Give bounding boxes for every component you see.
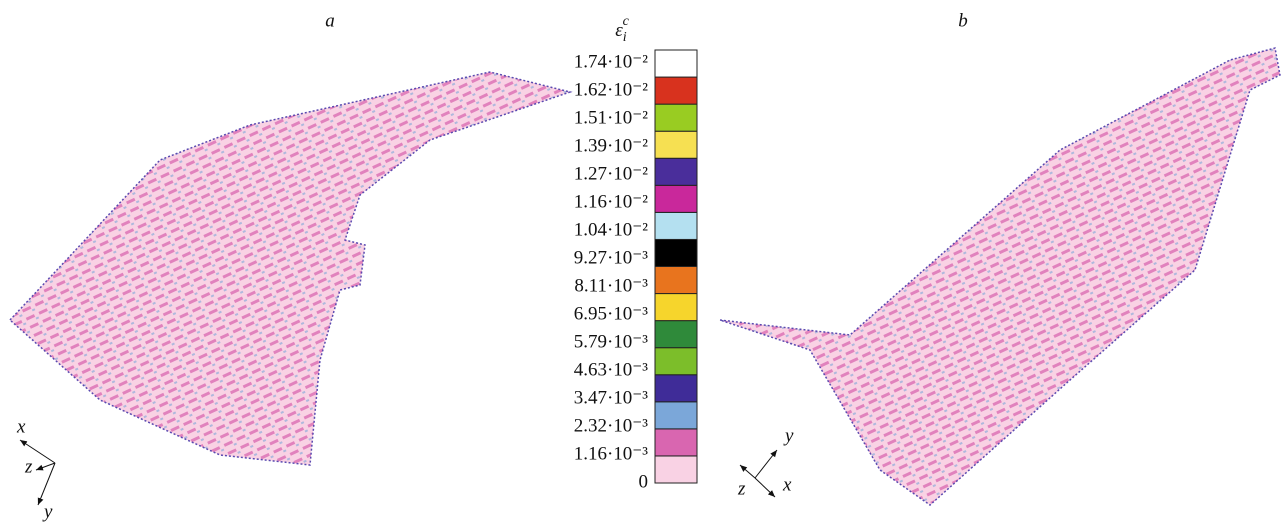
color-box	[654, 184, 698, 213]
color-box	[654, 266, 698, 295]
colorbar-title: εic	[615, 14, 629, 45]
level-label: 9.27·10⁻³	[574, 247, 649, 268]
level-label: 4.63·10⁻³	[574, 359, 649, 380]
color-box	[654, 293, 698, 322]
level-label: 8.11·10⁻³	[574, 275, 648, 296]
color-box	[654, 157, 698, 186]
subscript: i	[623, 30, 627, 45]
triad-b: y z x	[737, 425, 794, 499]
level-label: 6.95·10⁻³	[574, 303, 649, 324]
level-label: 1.39·10⁻²	[574, 135, 649, 156]
axis-label: x	[16, 416, 26, 437]
axis-label: z	[737, 478, 746, 499]
color-box	[654, 238, 698, 267]
level-label: 1.27·10⁻²	[574, 163, 649, 184]
color-box	[654, 320, 698, 349]
level-label: 1.74·10⁻²	[574, 51, 649, 72]
superscript: c	[623, 14, 630, 29]
level-label: 1.16·10⁻²	[574, 191, 649, 212]
triad-a: x z y	[16, 416, 56, 522]
color-box	[654, 211, 698, 240]
axis-label: y	[42, 501, 53, 522]
axis-label: x	[782, 474, 792, 495]
color-box	[654, 103, 698, 132]
wing-a	[8, 71, 573, 466]
color-box	[654, 428, 698, 457]
level-label: 1.04·10⁻²	[574, 219, 649, 240]
color-box	[654, 401, 698, 430]
level-label: 1.51·10⁻²	[574, 107, 649, 128]
level-label: 1.62·10⁻²	[574, 79, 649, 100]
axis-label: y	[783, 425, 794, 446]
axis-label: z	[24, 456, 33, 477]
level-label: 0	[639, 471, 649, 492]
color-box	[654, 455, 698, 484]
symbol: ε	[615, 20, 623, 41]
color-box	[654, 374, 698, 403]
panel-label: b	[958, 10, 968, 31]
colorbar: 0 1.16·10⁻³ 2.32·10⁻³ 3.47·10⁻³ 4.63·10⁻³ 5.7…	[574, 49, 698, 492]
panel-label: a	[325, 10, 335, 31]
level-label: 2.32·10⁻³	[574, 415, 649, 436]
wing-b	[719, 47, 1281, 506]
color-box	[654, 49, 698, 78]
level-label: 5.79·10⁻³	[574, 331, 649, 352]
color-box	[654, 130, 698, 159]
level-label: 3.47·10⁻³	[574, 387, 649, 408]
color-box	[654, 347, 698, 376]
color-box	[654, 76, 698, 105]
level-label: 1.16·10⁻³	[574, 443, 649, 464]
